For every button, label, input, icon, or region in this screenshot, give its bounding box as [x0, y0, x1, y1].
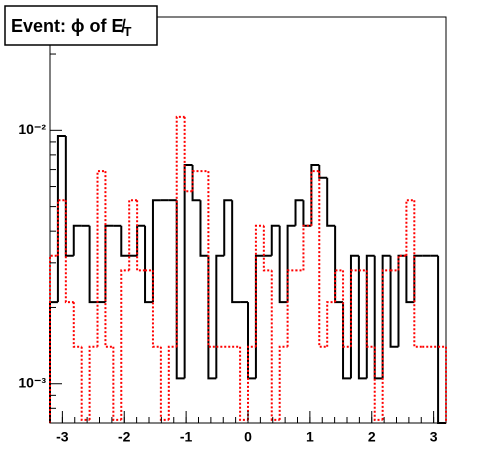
x-tick-label: -3 [56, 429, 69, 445]
y-tick-label: 10⁻² [18, 121, 46, 137]
bin [278, 345, 288, 420]
bin [389, 255, 399, 348]
bin [302, 224, 312, 271]
title-main: Event: ϕ of E̸ [11, 16, 127, 36]
bin [286, 224, 296, 303]
bin [326, 301, 336, 347]
bin [199, 200, 209, 257]
histogram-series [49, 115, 447, 423]
x-tick-label: 2 [368, 429, 376, 445]
bin [64, 135, 74, 257]
bin [56, 199, 66, 256]
bin [80, 346, 90, 421]
chart-title: Event: ϕ of E̸T [11, 16, 132, 40]
x-tick-label: 1 [306, 429, 314, 445]
x-tick-label: 0 [244, 429, 252, 445]
bin [342, 270, 351, 348]
bin [278, 225, 288, 304]
bin [294, 199, 304, 226]
bin [49, 254, 58, 423]
bin [286, 269, 296, 347]
bin [151, 199, 161, 303]
bin [413, 200, 423, 348]
bin [381, 269, 391, 420]
x-tick-label: -1 [180, 429, 193, 445]
bin [191, 170, 201, 192]
bin [381, 254, 391, 379]
bin [326, 177, 336, 227]
bin [231, 200, 241, 304]
bin [144, 225, 153, 304]
bin [88, 225, 98, 304]
bin [112, 346, 122, 421]
bin [365, 270, 375, 348]
bin [270, 270, 280, 421]
bin [183, 116, 193, 193]
y-tick-label: 10⁻³ [18, 374, 46, 390]
x-tick-label: -2 [118, 429, 131, 445]
bin [405, 199, 415, 256]
bin [247, 345, 256, 420]
bin [262, 225, 272, 272]
bin [334, 269, 344, 303]
bin [397, 254, 407, 271]
bin [88, 345, 98, 420]
bin [357, 255, 367, 380]
bin [191, 164, 201, 202]
bin [413, 254, 423, 303]
bin [239, 346, 248, 421]
x-tick-label: 3 [430, 429, 438, 445]
bin [72, 302, 82, 348]
title-box [4, 5, 158, 46]
bin [96, 170, 106, 347]
bin [167, 345, 177, 420]
bin [349, 269, 359, 347]
bin [437, 255, 446, 424]
bin [120, 225, 130, 257]
bin [64, 200, 74, 304]
bin [151, 270, 161, 348]
bin [254, 224, 264, 347]
bin [270, 224, 280, 256]
bin [215, 254, 225, 379]
bin [397, 254, 407, 347]
bin [373, 255, 383, 380]
bin [207, 171, 217, 348]
bin [175, 115, 185, 347]
bin [223, 199, 233, 256]
title-subscript: T [124, 24, 132, 39]
bin [120, 269, 130, 420]
bin [405, 255, 415, 304]
bin [175, 200, 185, 380]
bin [318, 171, 328, 348]
bin [318, 164, 328, 179]
bin [104, 171, 114, 348]
bin [373, 346, 383, 421]
bin [365, 254, 375, 379]
bin [72, 224, 82, 256]
